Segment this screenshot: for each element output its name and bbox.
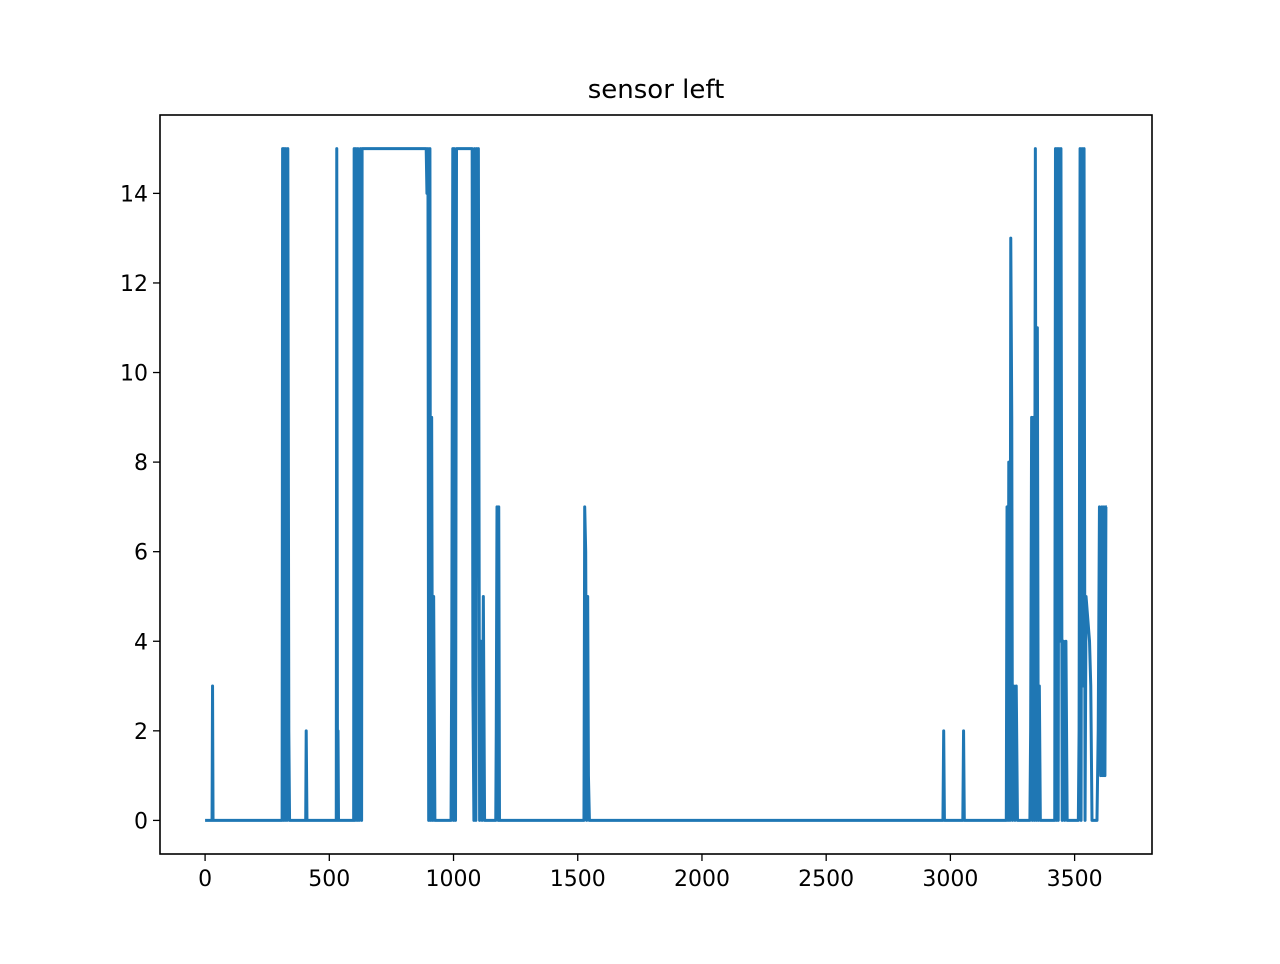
y-tick-label: 8 xyxy=(134,451,148,476)
x-tick-label: 3500 xyxy=(1047,867,1103,892)
x-tick-label: 500 xyxy=(308,867,350,892)
plot-frame xyxy=(159,114,1153,855)
y-tick-label: 4 xyxy=(134,630,148,655)
y-tick-label: 2 xyxy=(134,720,148,745)
y-tick-label: 14 xyxy=(120,182,148,207)
x-tick-label: 2000 xyxy=(674,867,730,892)
chart-title: sensor left xyxy=(588,75,725,105)
x-tick-label: 1000 xyxy=(426,867,482,892)
x-tick-label: 2500 xyxy=(798,867,854,892)
y-tick-label: 10 xyxy=(120,362,148,387)
x-tick-label: 0 xyxy=(198,867,212,892)
y-tick-label: 12 xyxy=(120,272,148,297)
data-line xyxy=(205,147,1108,822)
y-tick-label: 6 xyxy=(134,541,148,566)
y-tick-label: 0 xyxy=(134,809,148,834)
x-tick-label: 1500 xyxy=(550,867,606,892)
x-tick-label: 3000 xyxy=(922,867,978,892)
